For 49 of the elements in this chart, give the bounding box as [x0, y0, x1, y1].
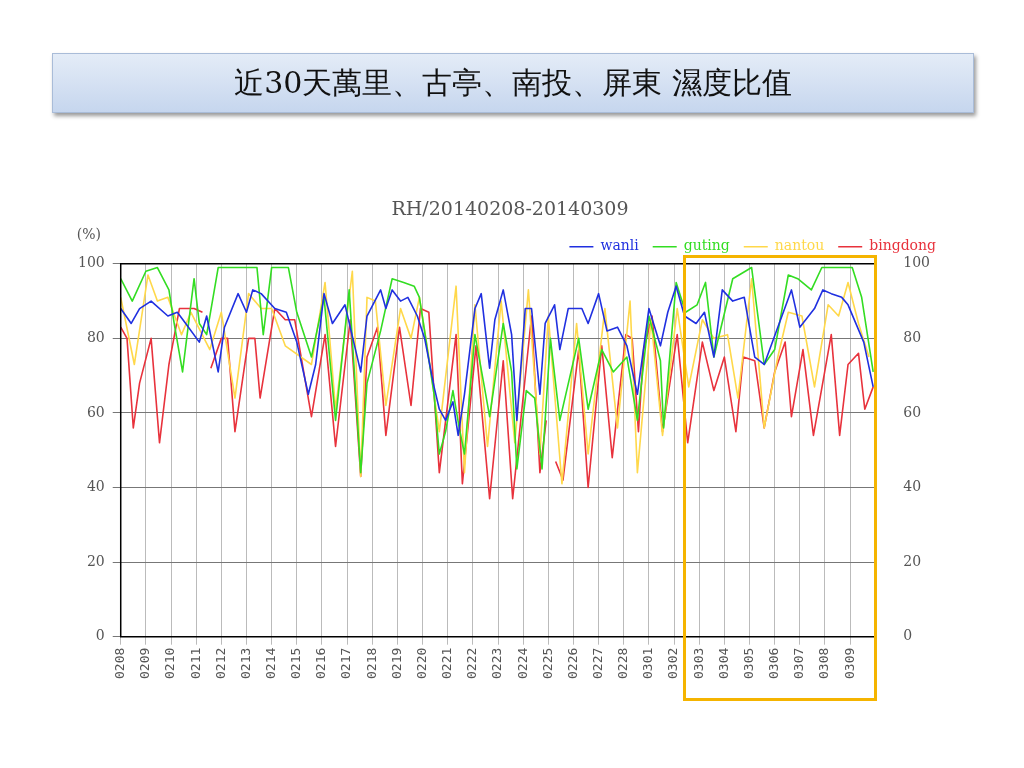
y-tick-label: 100	[77, 254, 105, 271]
x-tick-label: 0305	[740, 647, 756, 680]
x-tick-label: 0306	[766, 647, 782, 680]
x-tick-label: 0302	[665, 647, 681, 680]
x-tick-label: 0218	[363, 647, 379, 680]
x-tick-label: 0211	[187, 647, 203, 680]
legend-label: wanli	[600, 237, 640, 254]
y2-tick-label: 40	[903, 478, 922, 495]
x-tick-label: 0219	[388, 647, 404, 680]
x-tick-label: 0213	[237, 647, 253, 680]
x-tick-label: 0221	[439, 647, 455, 680]
x-tick-label: 0210	[162, 647, 178, 680]
x-tick-label: 0220	[413, 647, 429, 680]
legend-label: guting	[683, 237, 730, 254]
chart-title: 近30天萬里、古亭、南投、屏東 濕度比值	[52, 53, 974, 113]
x-tick-label: 0309	[841, 647, 857, 680]
y2-tick-label: 80	[903, 329, 922, 346]
y2-tick-label: 100	[903, 254, 931, 271]
y-axis-title: (%)	[76, 226, 101, 243]
x-tick-label: 0225	[539, 647, 555, 680]
x-tick-label: 0215	[288, 647, 304, 680]
x-tick-label: 0216	[313, 647, 329, 680]
x-tick-label: 0227	[589, 647, 605, 680]
x-tick-label: 0222	[464, 647, 480, 680]
y-tick-label: 60	[86, 403, 105, 420]
y-tick-label: 40	[86, 478, 105, 495]
x-tick-label: 0303	[690, 647, 706, 680]
x-tick-label: 0307	[791, 647, 807, 680]
y-tick-label: 0	[95, 627, 105, 644]
x-tick-label: 0223	[489, 647, 505, 680]
x-tick-label: 0224	[514, 647, 530, 680]
x-tick-label: 0226	[564, 647, 580, 680]
y-tick-label: 80	[86, 329, 105, 346]
legend-label: nantou	[774, 237, 825, 254]
x-tick-label: 0308	[816, 647, 832, 680]
chart-subtitle: RH/20140208-20140309	[391, 197, 629, 220]
y2-tick-label: 0	[903, 627, 913, 644]
y2-tick-label: 20	[903, 552, 922, 569]
x-tick-label: 0212	[212, 647, 228, 680]
y-tick-label: 20	[86, 552, 105, 569]
x-tick-label: 0208	[112, 647, 128, 680]
x-tick-label: 0214	[263, 647, 279, 680]
x-tick-label: 0228	[615, 647, 631, 680]
x-tick-label: 0209	[137, 647, 153, 680]
x-tick-label: 0217	[338, 647, 354, 680]
x-tick-label: 0304	[715, 647, 731, 680]
legend-label: bingdong	[869, 237, 937, 254]
x-tick-label: 0301	[640, 647, 656, 680]
y2-tick-label: 60	[903, 403, 922, 420]
